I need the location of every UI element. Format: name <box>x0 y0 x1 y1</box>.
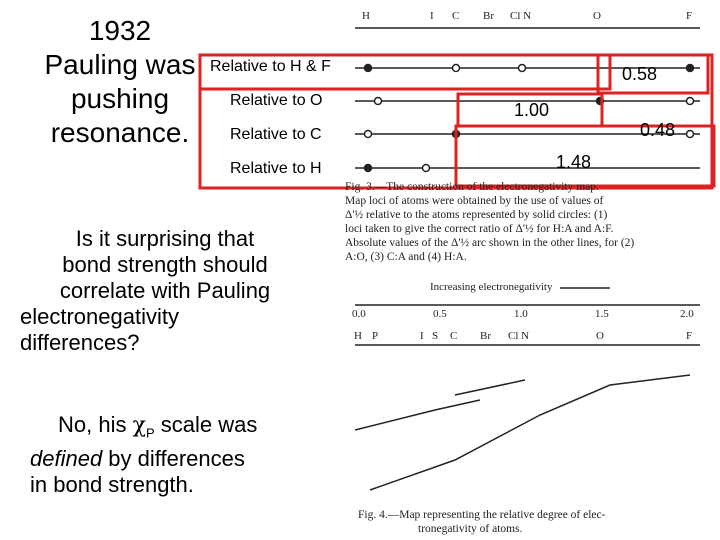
relative-label: Relative to C <box>230 126 322 143</box>
atom-label: I <box>430 10 434 22</box>
caption-line: tronegativity of atoms. <box>418 523 523 535</box>
callout: 0.58 <box>622 64 658 84</box>
atom-label: H <box>362 10 370 22</box>
relative-label: Relative to O <box>230 92 323 109</box>
axis-tick: 0.0 <box>352 308 366 320</box>
axis-tick: 1.5 <box>595 308 609 320</box>
answer: No, his χP scale was defined by differen… <box>30 412 257 498</box>
figure-caption: Fig. 4.—Map representing the relative de… <box>358 508 605 536</box>
atom-label: F <box>686 10 693 22</box>
answer-subscript: P <box>145 425 155 441</box>
question-line: bond strength should <box>62 252 268 277</box>
atom-label: S <box>432 330 439 342</box>
title-line: Pauling was <box>44 49 196 80</box>
caption-line: Fig. 3.—The construction of the electron… <box>345 181 599 193</box>
atom-label: C <box>452 10 460 22</box>
title-line: resonance. <box>50 117 190 148</box>
atom-label: Cl N <box>510 10 532 22</box>
axis-tick: 2.0 <box>680 308 694 320</box>
answer-emphasis: defined <box>30 446 103 472</box>
caption-line: Map loci of atoms were obtained by the u… <box>345 195 604 207</box>
question-line: electronegativity <box>20 304 179 329</box>
callout: 1.48 <box>556 152 592 172</box>
caption-line: loci taken to give the correct ratio of … <box>345 223 614 235</box>
caption-line: A:O, (3) C:A and (4) H:A. <box>345 251 467 263</box>
title-line: 1932 <box>88 15 152 46</box>
answer-text: No, his <box>58 412 133 437</box>
answer-text: scale was <box>154 412 258 437</box>
callout: 1.00 <box>514 100 550 120</box>
answer-text: by differences <box>102 446 245 472</box>
relative-label: Relative to H <box>230 160 322 177</box>
relative-label: Relative to H & F <box>210 58 331 76</box>
answer-text: in bond strength. <box>30 472 194 498</box>
axis-tick: 0.5 <box>433 308 447 320</box>
axis-title: Increasing electronegativity <box>430 281 553 293</box>
caption-line: Fig. 4.—Map representing the relative de… <box>358 509 606 521</box>
question-line: differences? <box>20 330 140 355</box>
caption-line: Absolute values of the Δ'½ arc shown in … <box>345 237 635 249</box>
atom-label: H <box>354 330 362 342</box>
figure-caption: Fig. 3.—The construction of the electron… <box>345 180 634 264</box>
atom-label: O <box>596 330 604 342</box>
atom-label: I <box>420 330 424 342</box>
question: Is it surprising that bond strength shou… <box>20 226 310 356</box>
atom-label: Br <box>483 10 494 22</box>
question-line: correlate with Pauling <box>59 278 271 303</box>
title: 1932 Pauling was pushing resonance. <box>20 14 220 150</box>
question-line: Is it surprising that <box>75 226 255 251</box>
atom-label: O <box>593 10 601 22</box>
axis-tick: 1.0 <box>514 308 528 320</box>
callout: 0.48 <box>640 120 676 140</box>
caption-line: Δ'½ relative to the atoms represented by… <box>345 209 608 221</box>
atom-label: C <box>450 330 458 342</box>
atom-label: P <box>372 330 379 342</box>
atom-label: Br <box>480 330 491 342</box>
atom-label: Cl N <box>508 330 530 342</box>
title-line: pushing <box>70 83 170 114</box>
atom-label: F <box>686 330 693 342</box>
answer-symbol: χ <box>132 413 146 438</box>
